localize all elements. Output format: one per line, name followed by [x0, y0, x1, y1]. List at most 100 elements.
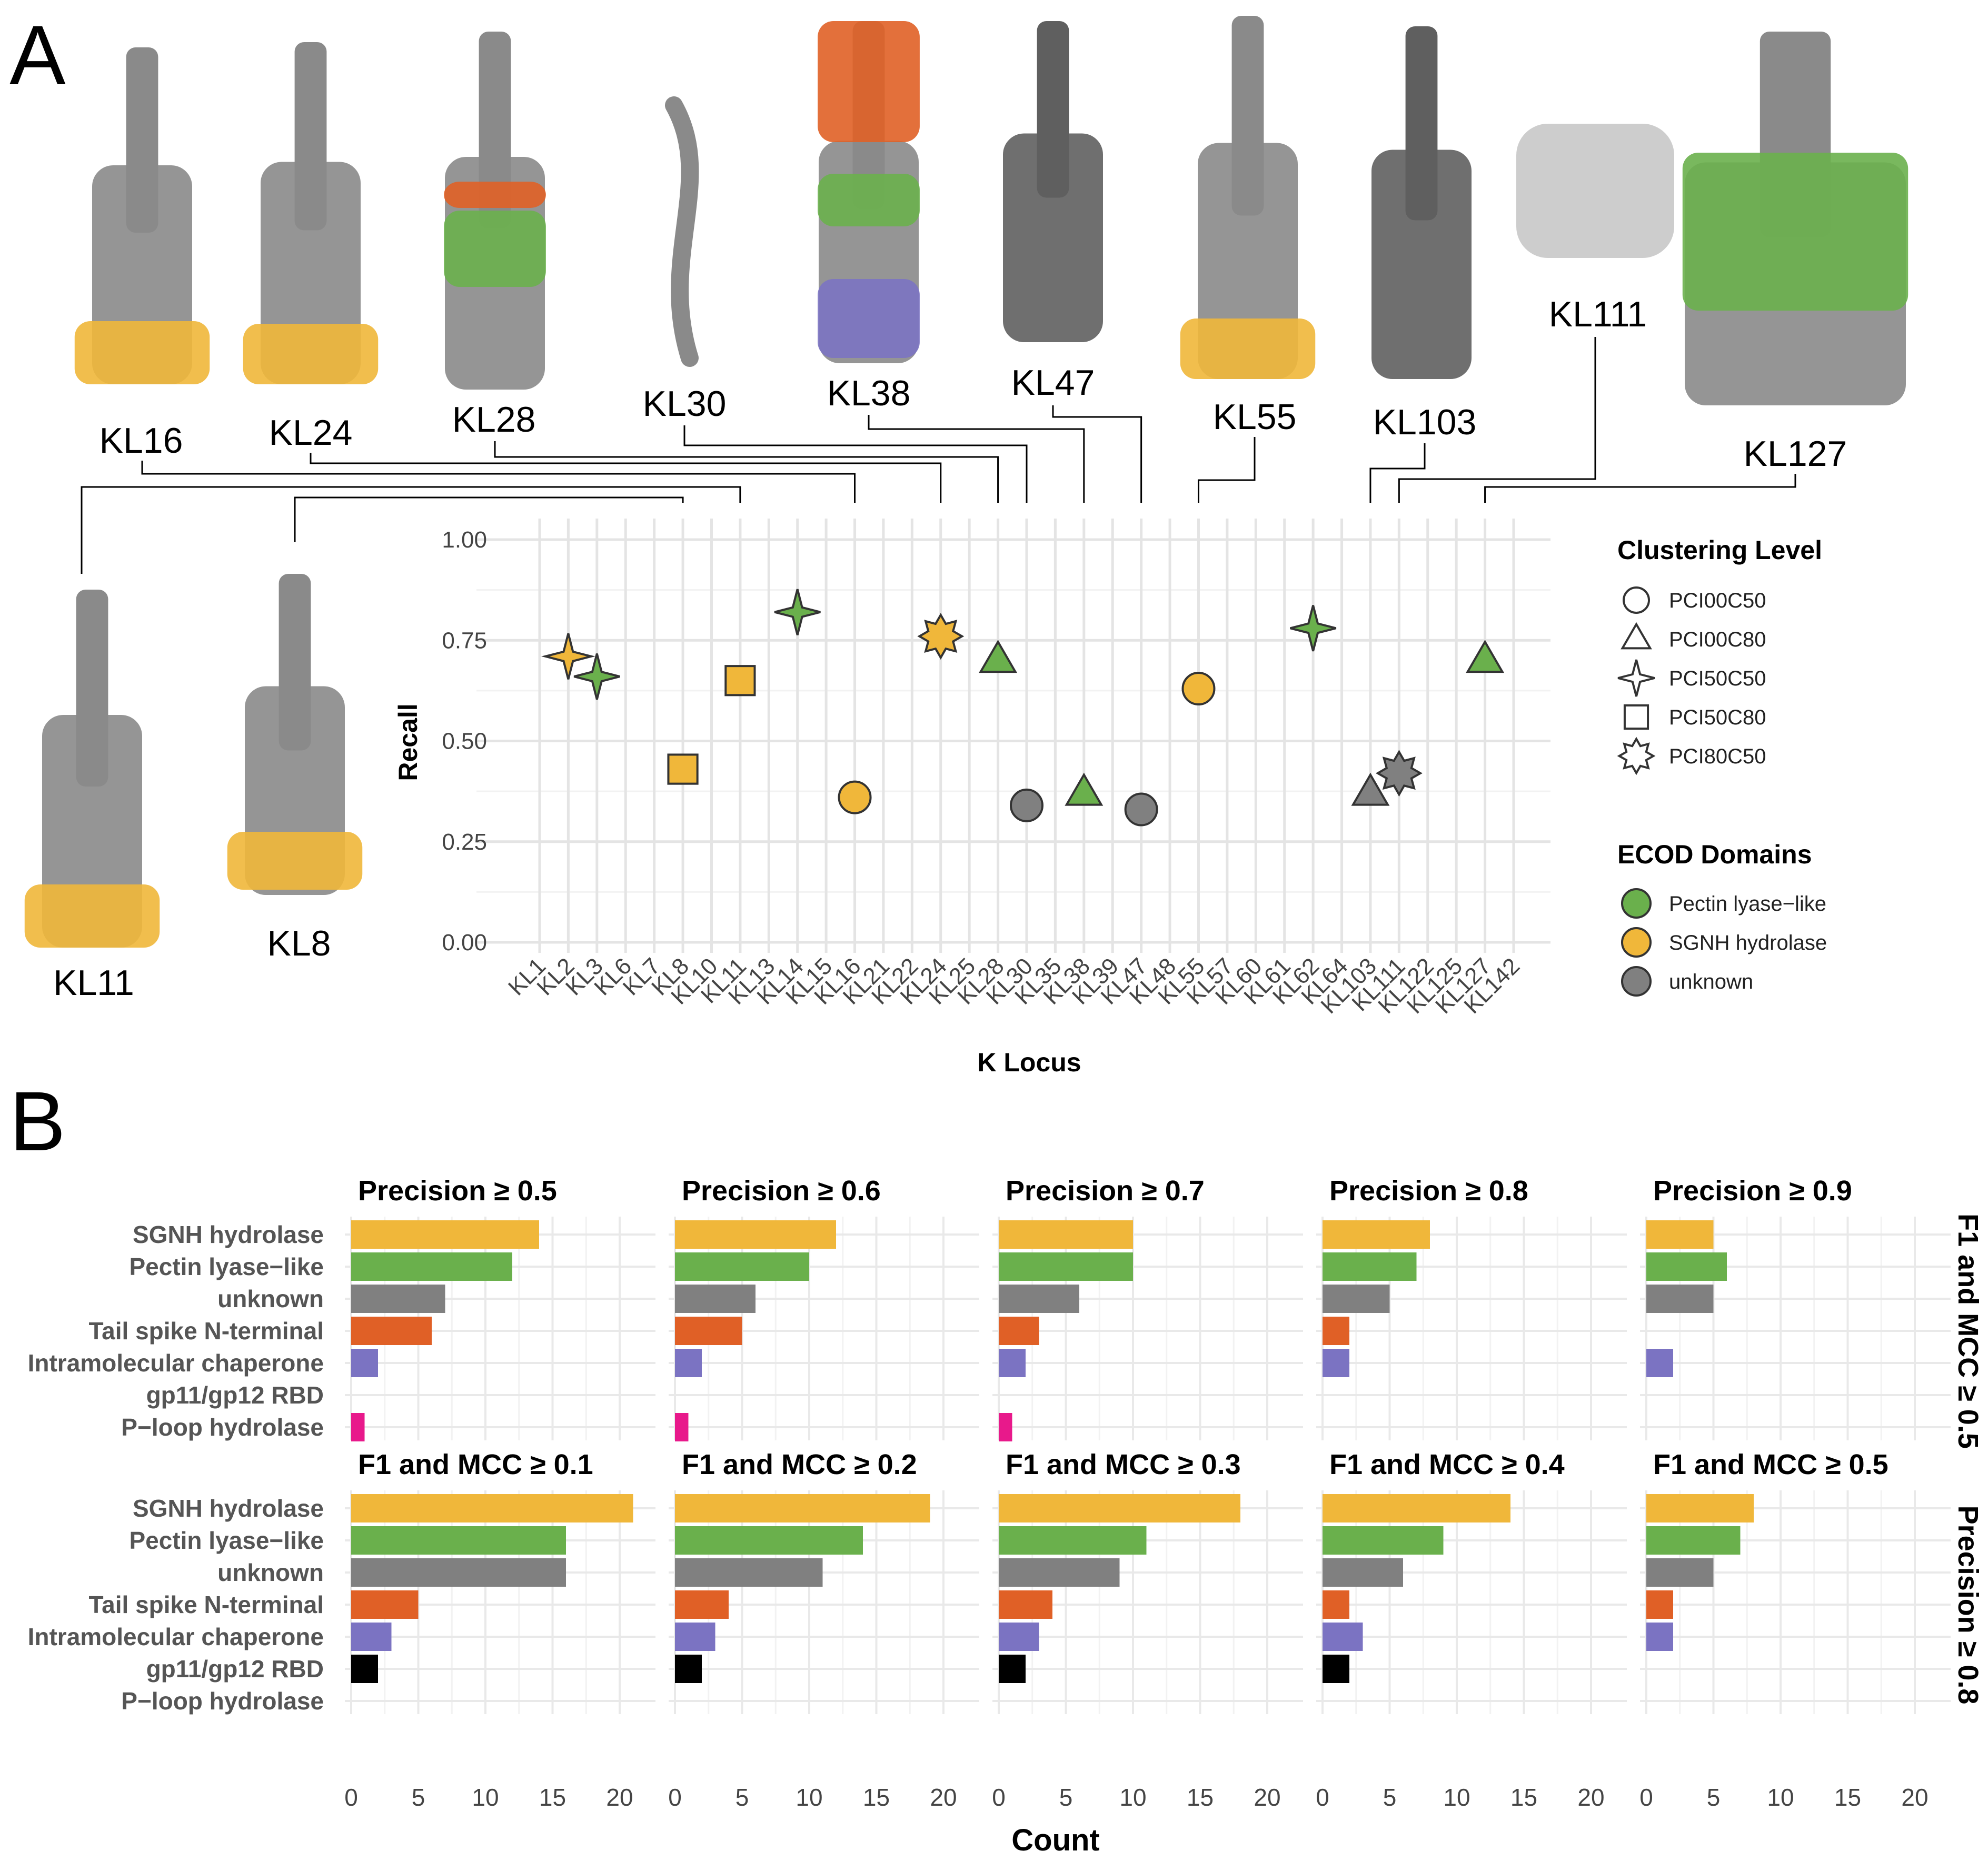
scatter-y-title: Recall	[393, 703, 423, 781]
bar-x-tick-label: 20	[930, 1784, 957, 1811]
scatter-point-kl3	[573, 653, 620, 700]
bar	[1646, 1252, 1727, 1281]
bar	[1646, 1590, 1673, 1619]
structure-label-kl103: KL103	[1373, 402, 1477, 442]
bar-x-tick-label: 0	[668, 1784, 682, 1811]
bar	[999, 1526, 1147, 1555]
leader-line	[294, 496, 684, 542]
leader-line	[1369, 443, 1426, 503]
bar-facet: Precision ≥ 0.6	[669, 1175, 979, 1441]
bar	[999, 1349, 1026, 1377]
scatter-y-ticks: 0.00 0.25 0.50 0.75 1.00	[442, 527, 487, 956]
legend-shape-pci50c80	[1623, 704, 1649, 730]
scatter-point-kl2	[541, 633, 595, 680]
leader-line	[683, 425, 1028, 503]
bar	[351, 1252, 512, 1281]
facet-title: Precision ≥ 0.5	[358, 1175, 557, 1207]
bar-x-title: Count	[1011, 1823, 1100, 1857]
structure-label-kl127: KL127	[1744, 434, 1847, 474]
bar	[675, 1655, 702, 1683]
structure-kl111: KL111	[1516, 124, 1674, 334]
bar-facet: Precision ≥ 0.7	[992, 1175, 1303, 1441]
legend-color-swatch	[1621, 888, 1652, 919]
scatter-points	[541, 589, 1505, 827]
bar-x-tick-label: 0	[1639, 1784, 1653, 1811]
bar	[999, 1558, 1120, 1587]
scatter-y-tick-label: 0.50	[442, 729, 487, 754]
legend-color-items: Pectin lyase−like SGNH hydrolase unknown	[1621, 888, 1827, 997]
structure-label-kl55: KL55	[1213, 397, 1297, 437]
bar	[1323, 1655, 1349, 1683]
bar-x-tick-label: 10	[1767, 1784, 1794, 1811]
leader-line	[1197, 437, 1256, 503]
bar-x-tick-label: 10	[796, 1784, 822, 1811]
leader-line	[494, 441, 999, 503]
facet-title: Precision ≥ 0.7	[1006, 1175, 1205, 1207]
scatter-point-kl8	[667, 753, 699, 785]
bar	[351, 1349, 378, 1377]
bar-category-label: Tail spike N-terminal	[88, 1317, 324, 1345]
facet-title: Precision ≥ 0.9	[1653, 1175, 1852, 1207]
bar-x-tick-label: 20	[606, 1784, 633, 1811]
leader-line	[310, 453, 942, 503]
scatter-point-kl38	[1065, 772, 1104, 806]
bar	[1646, 1494, 1754, 1522]
scatter-point-kl28	[979, 640, 1018, 673]
bar	[999, 1494, 1240, 1522]
bar	[1646, 1558, 1714, 1587]
bar	[999, 1285, 1079, 1313]
bar	[1323, 1317, 1349, 1345]
bar	[999, 1623, 1039, 1651]
bar-facet: Precision ≥ 0.9	[1640, 1175, 1951, 1440]
structure-label-kl24: KL24	[269, 413, 353, 453]
structure-kl24: KL24	[243, 42, 379, 453]
facet-title: F1 and MCC ≥ 0.4	[1329, 1449, 1565, 1480]
bar	[1646, 1220, 1714, 1249]
facet-title: F1 and MCC ≥ 0.1	[358, 1449, 593, 1480]
structure-kl47: KL47	[1003, 21, 1103, 403]
facet-row-strip: Precision ≥ 0.8	[1952, 1506, 1984, 1705]
facet-title: Precision ≥ 0.8	[1329, 1175, 1528, 1207]
bar-x-tick-label: 15	[539, 1784, 566, 1811]
scatter-legend: Clustering Level PCI00C50 PCI00C80 PCI50C5…	[1617, 535, 1827, 997]
legend-shape-pci80c50	[1617, 737, 1656, 775]
bar-x-tick-label: 5	[1059, 1784, 1073, 1811]
leader-line	[81, 486, 741, 574]
scatter-point-kl16	[838, 780, 872, 814]
bar-category-label: Intramolecular chaperone	[28, 1349, 324, 1377]
bar	[1323, 1349, 1349, 1377]
bar	[675, 1317, 742, 1345]
bar-category-label: P−loop hydrolase	[121, 1687, 324, 1715]
bar	[351, 1526, 566, 1555]
bar	[675, 1285, 756, 1313]
bar	[999, 1655, 1026, 1683]
bar	[675, 1558, 823, 1587]
legend-shape-items: PCI00C50 PCI00C80 PCI50C50 PCI50C80 PCI80C50	[1617, 586, 1766, 775]
scatter-point-kl111	[1375, 750, 1423, 797]
bar-x-tick-label: 5	[412, 1784, 425, 1811]
scatter-y-tick-label: 0.25	[442, 829, 487, 855]
facet-title: Precision ≥ 0.6	[682, 1175, 881, 1207]
structure-kl127: KL127	[1682, 32, 1909, 474]
legend-shape-title: Clustering Level	[1617, 535, 1822, 565]
bar	[999, 1252, 1133, 1281]
bar-category-label: SGNH hydrolase	[133, 1221, 324, 1248]
structure-label-kl111: KL111	[1549, 294, 1647, 334]
scatter-point-kl14	[774, 589, 821, 635]
leader-line	[868, 415, 1085, 503]
bar	[1646, 1285, 1714, 1313]
leader-lines	[81, 337, 1796, 574]
structure-kl55: KL55	[1180, 16, 1316, 437]
bar-facet: F1 and MCC ≥ 0.2	[669, 1449, 979, 1714]
structure-label-kl38: KL38	[827, 373, 911, 413]
bar-x-tick-label: 5	[1707, 1784, 1721, 1811]
facet-row-strip: F1 and MCC ≥ 0.5	[1952, 1213, 1984, 1449]
bar-x-tick-label: 5	[735, 1784, 749, 1811]
bar-facet: Precision ≥ 0.5	[345, 1175, 655, 1441]
scatter-point-kl62	[1290, 605, 1337, 652]
structure-kl8: KL8	[227, 574, 363, 963]
scatter-point-kl103	[1351, 772, 1390, 806]
bar	[675, 1349, 702, 1377]
bar	[675, 1494, 930, 1522]
bar	[351, 1220, 539, 1249]
